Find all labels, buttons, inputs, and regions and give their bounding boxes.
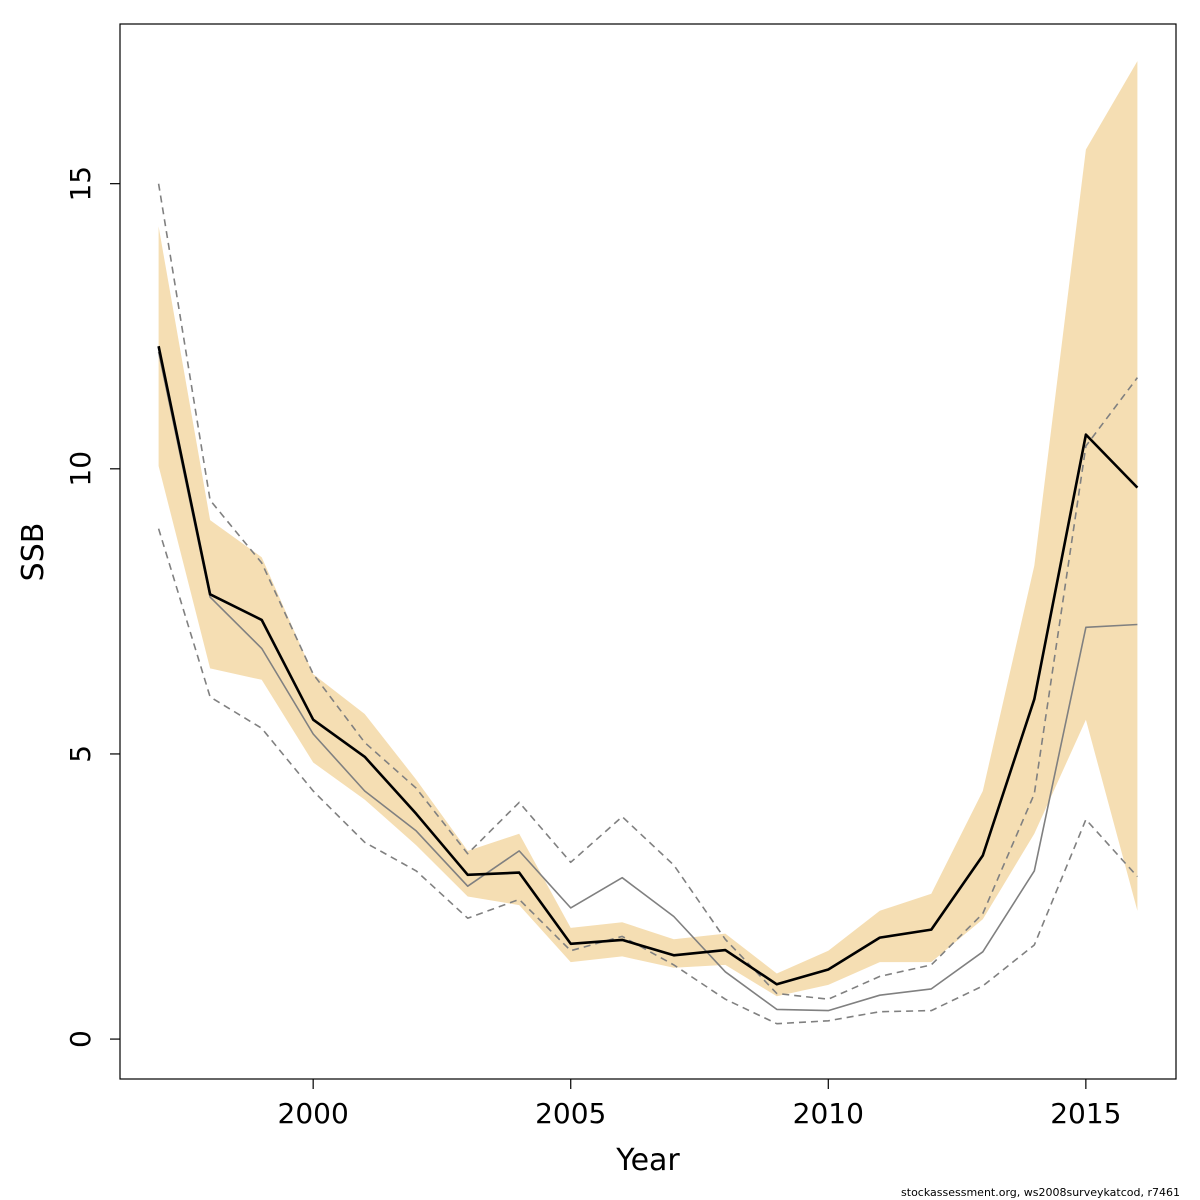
series-layer xyxy=(157,183,1139,1025)
x-tick-label-2015: 2015 xyxy=(1050,1097,1121,1130)
x-tick-label-2010: 2010 xyxy=(793,1097,864,1130)
footnote: stockassessment.org, ws2008surveykatcod,… xyxy=(901,1186,1180,1199)
confidence-band xyxy=(158,61,1138,997)
y-tick-label-0: 0 xyxy=(64,1030,97,1048)
y-axis: 0 5 10 15 xyxy=(64,166,120,1048)
x-tick-label-2005: 2005 xyxy=(535,1097,606,1130)
x-axis: 2000 2005 2010 2015 xyxy=(278,1079,1121,1130)
y-axis-title: SSB xyxy=(16,523,51,582)
series-line-4-dashed xyxy=(157,528,1138,1025)
x-tick-label-2000: 2000 xyxy=(278,1097,349,1130)
series-line-2 xyxy=(157,351,1138,1012)
x-axis-title: Year xyxy=(615,1143,680,1178)
y-tick-label-15: 15 xyxy=(64,166,97,202)
plot-frame xyxy=(119,23,1177,1080)
y-tick-label-10: 10 xyxy=(64,451,97,487)
y-tick-label-5: 5 xyxy=(64,745,97,763)
series-line-1 xyxy=(157,345,1139,986)
confidence-band-layer xyxy=(158,61,1138,997)
